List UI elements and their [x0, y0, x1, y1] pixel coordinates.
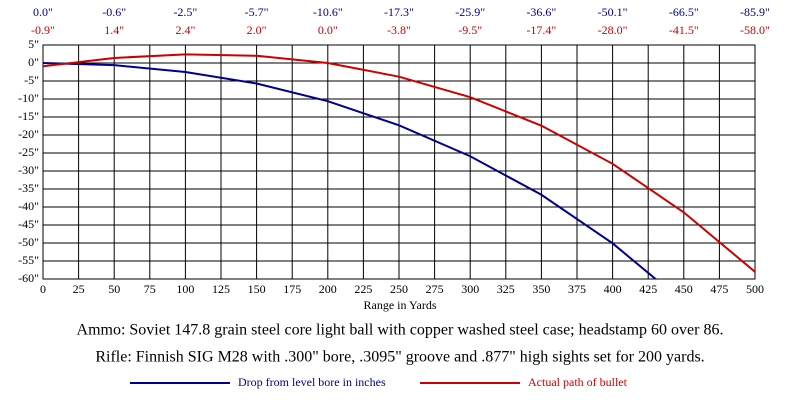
x-tick-label: 325 — [497, 282, 515, 296]
value-label: -85.9" — [740, 5, 770, 19]
y-tick-label: -20" — [18, 127, 39, 141]
y-tick-label: 0" — [28, 55, 39, 69]
y-tick-label: -60" — [18, 271, 39, 285]
x-tick-label: 350 — [532, 282, 550, 296]
y-tick-label: -15" — [18, 109, 39, 123]
value-label: -0.6" — [102, 5, 126, 19]
y-tick-label: -45" — [18, 217, 39, 231]
value-label: -50.1" — [598, 5, 628, 19]
value-label: 2.4" — [175, 23, 195, 37]
y-tick-label: -10" — [18, 91, 39, 105]
value-label: 0.0" — [33, 5, 53, 19]
x-tick-label: 200 — [319, 282, 337, 296]
x-tick-label: 250 — [390, 282, 408, 296]
value-label: -25.9" — [455, 5, 485, 19]
value-label: -58.0" — [740, 23, 770, 37]
legend-label: Drop from level bore in inches — [238, 375, 386, 389]
value-label: -36.6" — [526, 5, 556, 19]
y-tick-label: -55" — [18, 253, 39, 267]
x-tick-label: 300 — [461, 282, 479, 296]
y-tick-label: -30" — [18, 163, 39, 177]
value-label: -17.3" — [384, 5, 414, 19]
value-label: -9.5" — [458, 23, 482, 37]
y-tick-label: -50" — [18, 235, 39, 249]
series-line — [43, 62, 658, 279]
y-tick-label: -25" — [18, 145, 39, 159]
x-tick-label: 50 — [108, 282, 120, 296]
value-label: 2.0" — [247, 23, 267, 37]
x-tick-label: 450 — [675, 282, 693, 296]
x-tick-label: 25 — [73, 282, 85, 296]
x-tick-label: 150 — [248, 282, 266, 296]
value-label: -41.5" — [669, 23, 699, 37]
value-label: -66.5" — [669, 5, 699, 19]
note: Rifle: Finnish SIG M28 with .300" bore, … — [95, 349, 704, 366]
x-tick-label: 175 — [283, 282, 301, 296]
value-label: 1.4" — [104, 23, 124, 37]
x-tick-label: 400 — [604, 282, 622, 296]
x-tick-label: 125 — [212, 282, 230, 296]
x-tick-label: 375 — [568, 282, 586, 296]
value-label: -3.8" — [387, 23, 411, 37]
y-tick-label: -40" — [18, 199, 39, 213]
value-label: -10.6" — [313, 5, 343, 19]
value-label: 0.0" — [318, 23, 338, 37]
x-tick-label: 275 — [426, 282, 444, 296]
value-label: -0.9" — [31, 23, 55, 37]
x-tick-label: 75 — [144, 282, 156, 296]
y-tick-label: -5" — [24, 73, 39, 87]
x-tick-label: 0 — [40, 282, 46, 296]
note: Ammo: Soviet 147.8 grain steel core ligh… — [77, 322, 724, 339]
x-tick-label: 500 — [746, 282, 764, 296]
x-tick-label: 100 — [176, 282, 194, 296]
x-tick-label: 475 — [710, 282, 728, 296]
y-tick-label: 5" — [28, 37, 39, 51]
legend-label: Actual path of bullet — [528, 375, 628, 389]
value-label: -17.4" — [526, 23, 556, 37]
y-tick-label: -35" — [18, 181, 39, 195]
plot-lines — [43, 53, 755, 279]
value-label: -28.0" — [598, 23, 628, 37]
x-tick-label: 425 — [639, 282, 657, 296]
value-label: -2.5" — [173, 5, 197, 19]
series-line — [43, 53, 755, 273]
value-label: -5.7" — [245, 5, 269, 19]
x-axis-label: Range in Yards — [363, 298, 436, 312]
x-tick-label: 225 — [354, 282, 372, 296]
